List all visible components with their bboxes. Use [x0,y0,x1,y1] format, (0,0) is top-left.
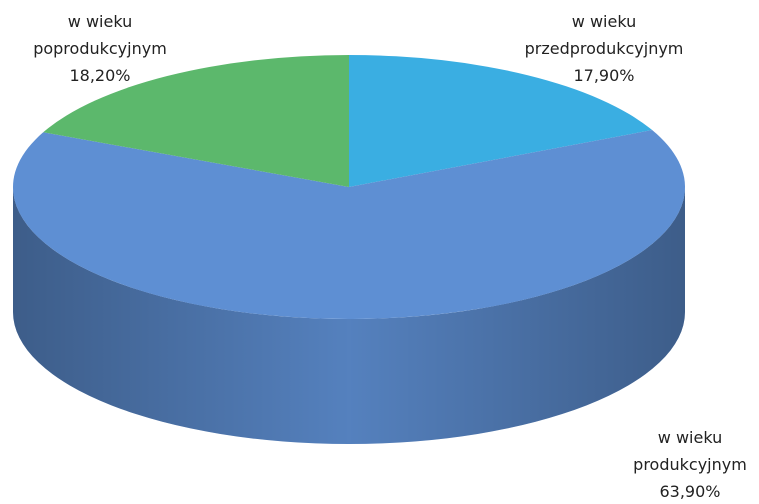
slice-label: w wieku przedprodukcyjnym 17,90% [519,8,689,89]
value-label: 63,90% [659,482,721,501]
slice-label: w wieku poprodukcyjnym 18,20% [15,8,185,89]
category-label: w wieku przedprodukcyjnym [524,12,684,58]
category-label: w wieku poprodukcyjnym [33,12,167,58]
slice [12,130,686,319]
value-label: 18,20% [69,66,131,85]
slice-label: w wieku produkcyjnym 63,90% [605,424,759,504]
value-label: 17,90% [573,66,635,85]
slice [349,55,653,187]
category-label: w wieku produkcyjnym [633,428,747,474]
slice [43,55,349,187]
slice-side-shade [13,187,685,444]
